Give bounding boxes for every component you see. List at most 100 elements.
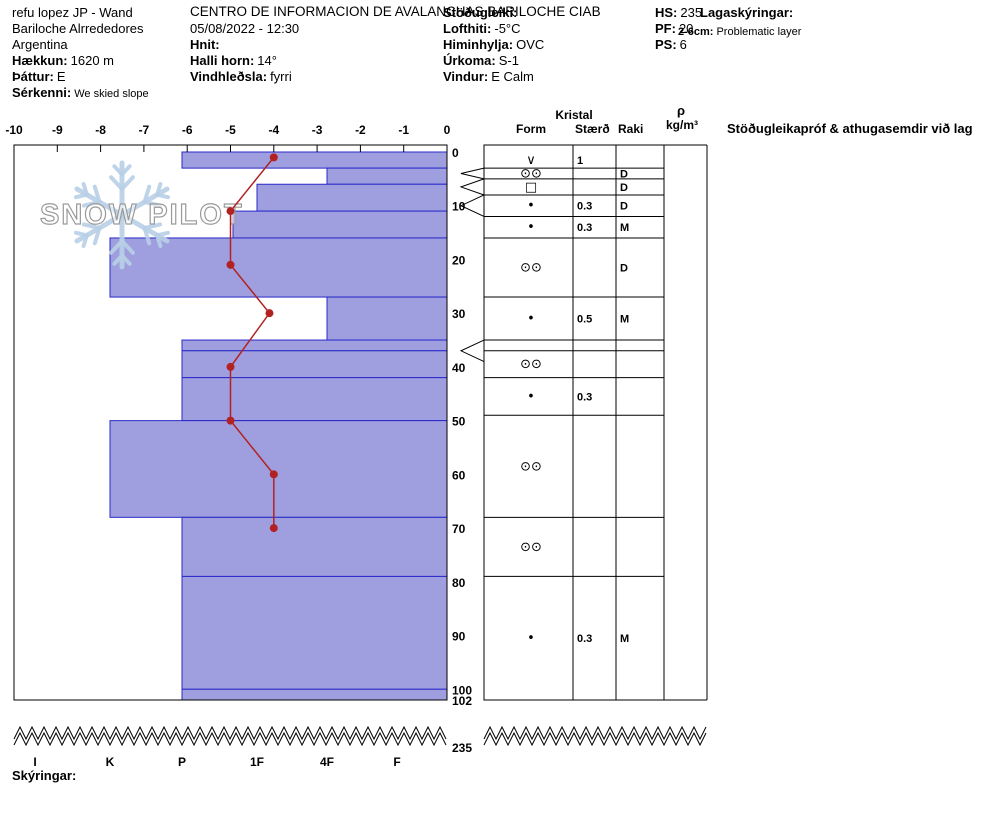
depth-axis-tick-label: 20 [452,253,466,267]
snow-layer-bar [326,296,448,341]
crystal-form-cell: • [527,220,535,235]
temperature-point [269,153,278,162]
wind-field: Vindur: E Calm [443,69,534,84]
notes-label: Sérkenni: [12,85,72,100]
layer-marker [460,167,485,180]
snowflake-icon [142,226,152,246]
elevation-value: 1620 m [70,53,114,68]
snowflake-icon [155,192,171,200]
aspect-label: Þáttur: [12,69,54,84]
site-country: Argentina [12,37,68,52]
wind-loading-field: Vindhleðsla: fyrri [190,69,292,84]
organization-title: CENTRO DE INFORMACION DE AVALANCHAS BARI… [190,4,601,19]
layer-marker [459,194,485,217]
crystal-form-cell: □ [525,180,537,195]
crystal-form-cell: • [527,389,535,404]
depth-axis-tick-label: 100 [452,683,472,697]
snow-layer-bar [181,339,448,352]
crystal-moisture-cell: M [620,222,629,234]
layer-note-depth: 2-6cm: [678,26,714,38]
crystal-form-cell: • [527,312,535,327]
depth-axis-tick-label: 50 [452,415,466,429]
wind-label: Vindur: [443,69,489,84]
legend-label: Skýringar: [12,768,77,783]
precip-label: Úrkoma: [443,53,496,68]
air-temp-field: Lofthiti: -5°C [443,21,521,36]
crystal-form-cell: • [527,199,535,214]
col-header-moisture: Raki [618,122,644,136]
profile-break-zigzag [483,725,707,741]
snow-layer-bar [181,350,448,379]
depth-axis-tick-label: 10 [452,200,466,214]
snow-layer-bar [181,377,448,422]
crystal-size-cell: 0.3 [577,391,592,403]
density-unit-header: kg/m³ [666,118,699,132]
slope-angle-field: Halli horn: 14° [190,53,277,68]
snowflake-icon [142,184,152,204]
snowflake-icon [112,253,124,266]
notes-field: Sérkenni: We skied slope [12,85,149,100]
snow-layer-bar [181,516,448,577]
snowflake-icon [81,182,89,197]
elevation-field: Hækkun: 1620 m [12,53,114,68]
crystal-group-header: Kristal [555,108,593,122]
crystal-moisture-cell: M [620,314,629,326]
temp-axis-tick-label: -7 [139,123,150,137]
aspect-field: Þáttur: E [12,69,66,84]
temperature-line [229,156,275,529]
temp-axis-tick-label: -6 [182,123,193,137]
depth-axis-tick-label: 80 [452,576,466,590]
precip-field: Úrkoma: S-1 [443,53,519,68]
depth-axis-tick-label: 0 [452,146,459,160]
crystal-moisture-cell: M [620,633,629,645]
stability-comments-header: Stöðugleikapróf & athugasemdir við lag [727,121,973,136]
snowflake-icon [155,233,163,248]
temp-axis-tick-label: -9 [52,123,63,137]
temp-axis-tick-label: -3 [312,123,323,137]
total-snow-height-label: 235 [452,741,472,755]
temperature-point [269,470,278,479]
crystal-size-cell: 0.5 [577,314,592,326]
temp-axis-tick-label: -5 [225,123,236,137]
depth-axis-tick-label: 60 [452,468,466,482]
layer-marker [459,178,485,196]
depth-axis-tick-label: 102 [452,694,472,708]
crystal-form-cell: ⊙⊙ [520,540,542,555]
snowflake-icon [120,164,132,177]
hardness-axis-label: P [178,755,186,769]
snowflake-icon [142,222,163,230]
ps-field: PS: 6 [655,37,687,52]
sky-value: OVC [516,37,545,52]
depth-axis-tick-label: 30 [452,307,466,321]
temperature-point [269,524,278,533]
depth-axis-tick-label: 40 [452,361,466,375]
crystal-moisture-cell: D [620,201,628,213]
temp-axis-tick-label: -1 [398,123,409,137]
profile-break-zigzag [13,731,447,747]
snowflake-icon [92,226,102,246]
col-header-size: Stærð [575,122,610,136]
hardness-axis-label: 4F [320,755,334,769]
pf-value: 20 [678,21,694,36]
ps-label: PS: [655,37,677,52]
snowflake-icon [120,175,135,191]
air-temp-label: Lofthiti: [443,21,492,36]
crystal-size-cell: 1 [577,155,583,167]
temp-axis-tick-label: -2 [355,123,366,137]
crystal-form-cell: ⊙⊙ [520,261,542,276]
snow-layer-bar [109,237,448,298]
crystal-form-cell: ⊙⊙ [520,459,542,474]
sky-label: Himinhylja: [443,37,514,52]
elevation-label: Hækkun: [12,53,68,68]
depth-axis-tick-label: 70 [452,522,466,536]
snowflake-icon [109,175,124,191]
crystal-size-cell: 0.3 [577,633,592,645]
layer-notes-label: Lagaskýringar: [700,5,794,20]
temperature-point [265,309,274,318]
ps-value: 6 [679,37,687,52]
hardness-axis-label: I [33,755,36,769]
pf-field: PF: 20 [655,21,693,36]
site-name: refu lopez JP - Wand [12,5,133,20]
hs-field: HS: 235 [655,5,702,20]
